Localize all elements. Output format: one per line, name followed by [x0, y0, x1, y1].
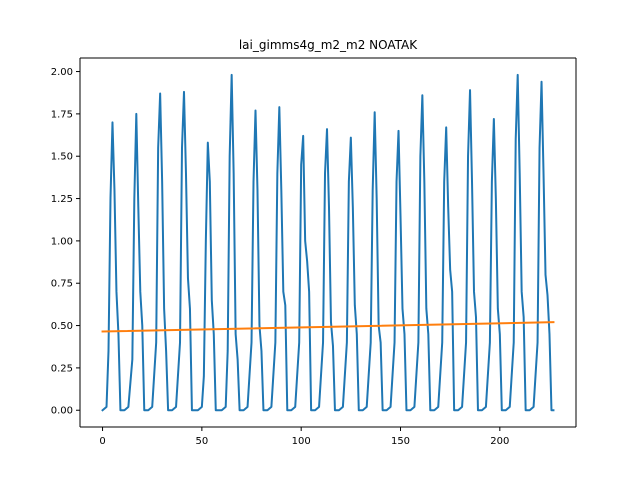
y-tick-label: 1.50: [51, 152, 73, 163]
x-tick-label: 200: [490, 436, 509, 447]
series-line-2: [101, 321, 555, 333]
axes-layer: 0 50 100 150 200 0.00 0.25 0.50 0.75 1.00 1.25 1.50…: [51, 57, 577, 447]
series-line-1: [101, 73, 555, 412]
y-tick-label: 0.00: [51, 406, 73, 417]
y-tick-label: 0.25: [51, 363, 73, 374]
chart-title: lai_gimms4g_m2_m2 NOATAK: [239, 38, 418, 52]
y-tick-label: 2.00: [51, 67, 73, 78]
series-layer: [101, 73, 555, 412]
x-tick-label: 100: [292, 436, 311, 447]
x-tick-label: 0: [99, 436, 105, 447]
x-tick-label: 50: [195, 436, 208, 447]
y-tick-label: 0.50: [51, 321, 73, 332]
x-tick-label: 150: [391, 436, 410, 447]
y-tick-label: 0.75: [51, 279, 73, 290]
y-tick-label: 1.75: [51, 109, 73, 120]
y-tick-label: 1.00: [51, 236, 73, 247]
y-tick-label: 1.25: [51, 194, 73, 205]
